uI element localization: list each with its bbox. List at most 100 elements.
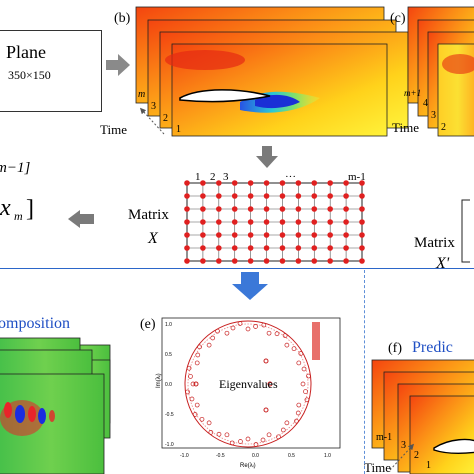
matrix-node [263, 245, 270, 251]
arrow-matrix-to-vector [68, 210, 94, 228]
matrix-node [359, 258, 365, 264]
matrix-node [200, 206, 206, 212]
matrix-node [311, 258, 318, 264]
section-divider-horizontal [0, 268, 474, 269]
eigenvalue-marker [186, 365, 192, 371]
arrow-plane-to-b [106, 54, 130, 76]
plane-size: 350×150 [8, 68, 51, 82]
eigenvalue-marker [253, 324, 258, 329]
panel-f-label: (f) [388, 341, 402, 356]
panel-e-xtick: -1.0 [180, 453, 189, 459]
matrix-node [247, 193, 254, 199]
matrix-node [311, 180, 318, 186]
matrix-node [279, 219, 286, 225]
matrix-node [200, 219, 206, 225]
left-vector-bottom: x [0, 195, 11, 221]
matrix-node [279, 193, 286, 199]
matrix-node [327, 232, 333, 238]
eigenvalue-marker [238, 439, 243, 444]
matrix-node [247, 180, 254, 186]
eigenvalue-marker [190, 381, 196, 387]
panel-c-stack-label-2: 2 [441, 122, 446, 133]
eigenvalue-marker [284, 342, 290, 348]
eigenvalue-marker [194, 402, 200, 408]
panel-f-stack-label-1: 1 [426, 460, 431, 471]
matrix-node [216, 180, 222, 186]
matrix-node [216, 206, 222, 212]
matrix-node [359, 245, 365, 251]
matrix-node [343, 258, 349, 264]
matrix-node [359, 232, 365, 238]
eigenvalue-marker [208, 430, 214, 435]
matrix-node [279, 206, 286, 212]
section-divider-vertical [364, 270, 365, 474]
matrix-col-label-1: 1 [195, 171, 201, 183]
eigenvalue-marker [185, 389, 190, 395]
panel-d-title: omposition [0, 315, 70, 332]
matrix-node [295, 245, 302, 251]
matrix-node [263, 180, 270, 186]
matrix-node [231, 206, 238, 212]
eigenvalue-marker [294, 418, 299, 424]
matrix-xp-symbol: X' [435, 255, 450, 272]
left-vector-top: m−1] [0, 160, 30, 176]
matrix-node [200, 258, 206, 264]
matrix-node [200, 193, 206, 199]
panel-e-ytick: 0.0 [165, 382, 172, 388]
panel-b-stack [135, 6, 409, 137]
eigenvalue-marker [276, 434, 281, 440]
matrix-node [184, 258, 190, 264]
panel-e-ytick: 0.5 [165, 352, 172, 358]
matrix-node [184, 219, 190, 225]
matrix-node [279, 258, 286, 264]
matrix-node [279, 245, 286, 251]
arrow-blue-down [232, 272, 268, 300]
panel-f-stack-label-2: 2 [414, 450, 419, 461]
eigenvalue-marker [197, 344, 202, 350]
eigenvalue-marker [210, 335, 216, 341]
matrix-node [359, 180, 365, 186]
panel-c-stack [407, 6, 474, 137]
plane-title: Plane [6, 42, 46, 62]
matrix-node [279, 232, 286, 238]
matrix-node [311, 245, 318, 251]
eigenvalue-marker [295, 410, 301, 416]
matrix-node [184, 180, 190, 186]
matrix-node [343, 206, 349, 212]
eigenvalue-marker [245, 436, 251, 442]
matrix-node [216, 258, 222, 264]
matrix-node [263, 232, 270, 238]
left-vector-bottom-sub: m [14, 209, 23, 223]
left-vector-bracket: ] [26, 196, 34, 222]
eigenvalue-marker [199, 416, 205, 422]
matrix-node [311, 206, 318, 212]
panel-b-label: (b) [114, 11, 131, 26]
eigenvalue-marker [300, 381, 306, 387]
eigenvalue-marker [266, 330, 272, 336]
panel-c-stack-label-3: 3 [431, 110, 436, 121]
panel-c-time-label: Time [392, 120, 419, 135]
matrix-node [231, 258, 238, 264]
matrix-node [343, 232, 349, 238]
panel-e-ytick: 1.0 [165, 322, 172, 328]
panel-c-stack-label-m1: m+1 [404, 88, 421, 98]
panel-e-xtick: 0.0 [252, 453, 259, 459]
panel-c-label: (c) [390, 11, 406, 26]
eigenvalue-marker [303, 389, 308, 394]
eigenvalue-marker [304, 397, 310, 403]
eigenvalue-marker [274, 331, 280, 337]
matrix-node [295, 193, 302, 199]
matrix-node [295, 232, 302, 238]
eigenvalue-marker [206, 342, 212, 348]
eigenvalue-marker [237, 321, 243, 326]
eigenvalue-marker [206, 420, 212, 426]
plane-box [0, 30, 102, 112]
matrix-node [343, 180, 349, 186]
eigenvalue-marker [298, 351, 304, 356]
matrix-node [359, 219, 365, 225]
eigenvalue-marker [296, 360, 302, 366]
panel-f-stack-label-m1: m-1 [376, 432, 392, 443]
eigenvalue-marker [194, 360, 200, 366]
panel-f-title: Predic [412, 339, 453, 356]
